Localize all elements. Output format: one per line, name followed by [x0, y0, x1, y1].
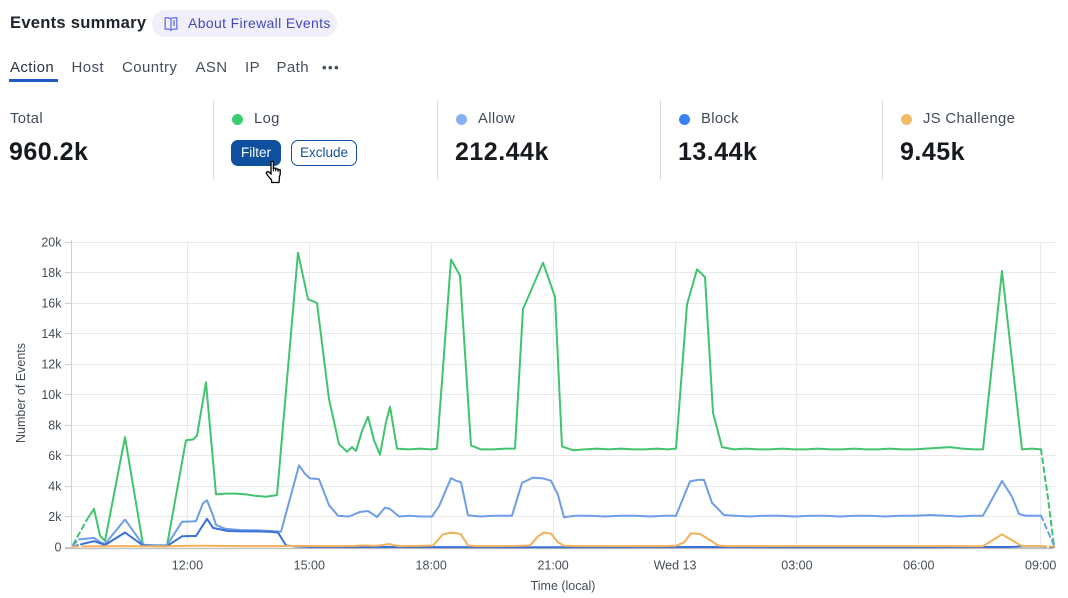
- svg-text:6k: 6k: [48, 449, 62, 463]
- svg-text:03:00: 03:00: [781, 559, 812, 573]
- svg-text:Number of Events: Number of Events: [14, 343, 28, 443]
- svg-text:10k: 10k: [41, 388, 62, 402]
- svg-text:14k: 14k: [41, 327, 62, 341]
- svg-text:4k: 4k: [48, 479, 62, 493]
- svg-text:Time (local): Time (local): [531, 579, 596, 593]
- svg-text:20k: 20k: [41, 235, 62, 249]
- svg-text:12k: 12k: [41, 357, 62, 371]
- svg-text:06:00: 06:00: [903, 559, 934, 573]
- svg-text:0: 0: [55, 540, 62, 554]
- svg-text:15:00: 15:00: [294, 559, 325, 573]
- svg-text:16k: 16k: [41, 296, 62, 310]
- svg-text:09:00: 09:00: [1025, 559, 1056, 573]
- svg-text:Wed 13: Wed 13: [654, 559, 697, 573]
- svg-text:18k: 18k: [41, 266, 62, 280]
- svg-text:12:00: 12:00: [172, 559, 203, 573]
- svg-text:21:00: 21:00: [537, 559, 568, 573]
- svg-text:2k: 2k: [48, 510, 62, 524]
- svg-text:18:00: 18:00: [416, 559, 447, 573]
- svg-text:8k: 8k: [48, 418, 62, 432]
